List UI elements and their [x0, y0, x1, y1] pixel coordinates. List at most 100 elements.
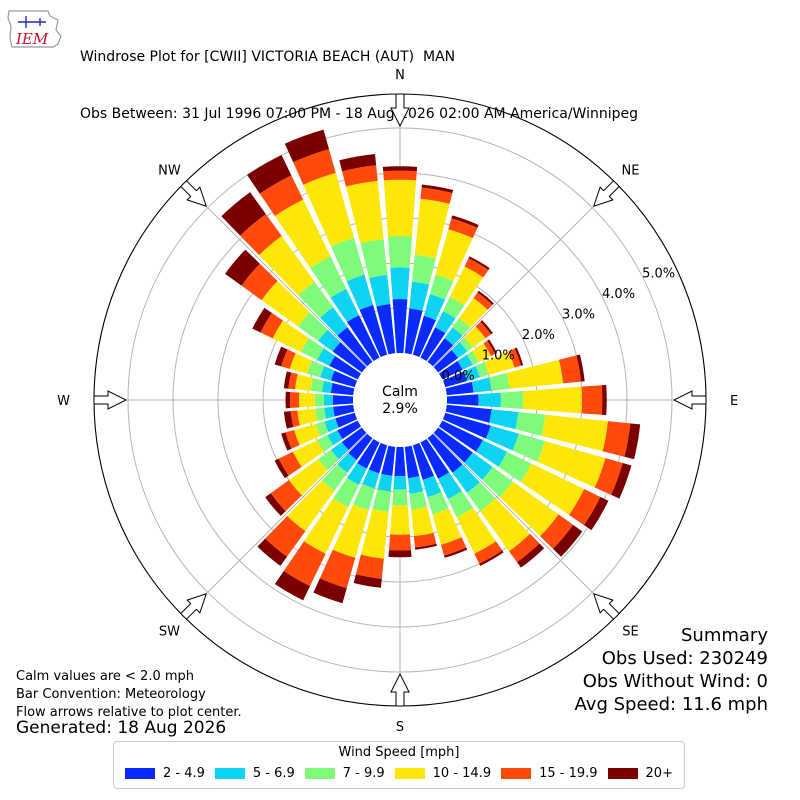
- windrose-bar-segment: [310, 256, 347, 298]
- windrose-bar-segment: [581, 385, 603, 415]
- flow-arrow-icon: [180, 592, 208, 620]
- windrose-bar-segment: [499, 481, 559, 537]
- windrose-bar-segment: [459, 298, 488, 328]
- windrose-bar-segment: [444, 547, 468, 558]
- chart-subtitle: Obs Between: 31 Jul 1996 07:00 PM - 18 A…: [80, 106, 638, 122]
- windrose-bar-segment: [433, 427, 473, 463]
- windrose-bar-segment: [601, 384, 607, 416]
- generated-date: Generated: 18 Aug 2026: [16, 718, 227, 738]
- windrose-bar-segment: [427, 492, 449, 515]
- windrose-bar-segment: [257, 538, 287, 566]
- windrose-bar-segment: [265, 493, 286, 516]
- flow-arrow-icon: [592, 592, 620, 620]
- windrose-bar-segment: [584, 496, 609, 531]
- windrose-bar-segment: [346, 274, 374, 310]
- windrose-bar-segment: [474, 541, 503, 564]
- direction-label-se: SE: [622, 625, 638, 640]
- windrose-bar-segment: [372, 489, 391, 512]
- windrose-bar-segment: [442, 296, 465, 319]
- windrose-bar-segment: [427, 338, 454, 367]
- windrose-bar-segment: [459, 337, 473, 352]
- windrose-bar-segment: [413, 532, 437, 548]
- windrose-bar-segment: [360, 239, 388, 279]
- windrose-bar-segment: [247, 155, 292, 194]
- windrose-bar-segment: [270, 480, 302, 512]
- windrose-bar-segment: [509, 533, 540, 563]
- windrose-bar-segment: [421, 184, 454, 194]
- flow-arrow-icon: [180, 180, 208, 208]
- radial-tick-label: 2.0%: [522, 328, 555, 343]
- windrose-bar-segment: [388, 550, 412, 558]
- direction-label-sw: SW: [159, 625, 180, 640]
- windrose-bar-segment: [444, 327, 463, 346]
- windrose-bar-segment: [466, 350, 479, 365]
- windrose-bar-segment: [359, 304, 388, 358]
- windrose-bar-segment: [487, 339, 498, 355]
- windrose-bar-segment: [420, 187, 453, 204]
- legend-label: 7 - 9.9: [342, 766, 385, 781]
- chart-header: Windrose Plot for [CWII] VICTORIA BEACH …: [80, 10, 638, 143]
- windrose-bar-segment: [304, 498, 349, 554]
- windrose-bar-segment: [260, 312, 283, 339]
- windrose-bar-segment: [390, 267, 410, 300]
- radial-tick-label: 1.0%: [482, 348, 515, 363]
- windrose-bar-segment: [414, 543, 437, 550]
- windrose-bar-segment: [288, 459, 328, 496]
- windrose-bar-segment: [420, 327, 446, 362]
- windrose-bar-segment: [392, 299, 408, 354]
- windrose-bar-segment: [602, 421, 631, 457]
- windrose-bars: [221, 129, 641, 604]
- windrose-bar-segment: [258, 235, 315, 296]
- windrose-bar-segment: [353, 483, 375, 511]
- windrose-bar-segment: [329, 355, 362, 380]
- windrose-bar-segment: [409, 491, 427, 510]
- windrose-bar-segment: [272, 320, 310, 353]
- direction-arrows: [93, 93, 707, 707]
- windrose-bar-segment: [274, 458, 289, 479]
- direction-label-n: N: [395, 68, 405, 83]
- windrose-bar-segment: [420, 438, 450, 479]
- legend-swatch: [501, 768, 532, 779]
- windrose-bar-segment: [412, 254, 436, 285]
- windrose-bar-segment: [479, 550, 504, 566]
- summary-obs-used: Obs Used: 230249: [601, 648, 768, 669]
- legend-item: 7 - 9.9: [304, 766, 385, 781]
- windrose-bar-segment: [423, 294, 446, 321]
- windrose-bar-segment: [472, 343, 491, 362]
- windrose-bar-segment: [433, 349, 459, 373]
- legend-label: 20+: [645, 766, 673, 781]
- windrose-bar-segment: [259, 175, 304, 216]
- legend-swatch: [124, 768, 155, 779]
- windrose-bar-segment: [287, 480, 335, 532]
- windrose-bar-segment: [368, 442, 388, 474]
- flow-arrow-icon: [93, 390, 128, 410]
- grid-spoke: [183, 183, 368, 368]
- windrose-bar-segment: [333, 404, 355, 417]
- windrose-bar-segment: [335, 412, 358, 428]
- windrose-bar-segment: [475, 362, 489, 378]
- windrose-bar-segment: [457, 354, 473, 370]
- windrose-bar-segment: [464, 326, 486, 348]
- windrose-bar-segment: [448, 218, 478, 239]
- direction-label-e: E: [730, 394, 738, 409]
- windrose-bar-segment: [314, 393, 324, 407]
- radial-tick-label: 3.0%: [562, 307, 595, 322]
- legend-swatch: [394, 768, 425, 779]
- windrose-bar-segment: [332, 395, 354, 405]
- radial-tick-label: 4.0%: [602, 287, 635, 302]
- windrose-bar-segment: [411, 506, 434, 537]
- windrose-bar-segment: [315, 407, 327, 421]
- windrose-bar-segment: [347, 315, 380, 362]
- windrose-bar-segment: [500, 390, 524, 410]
- windrose-bar-segment: [393, 476, 407, 490]
- radial-tick-labels: 0.0% 1.0% 2.0% 3.0% 4.0% 5.0%: [442, 267, 676, 384]
- legend-swatch: [214, 768, 245, 779]
- windrose-bar-segment: [321, 464, 348, 492]
- windrose-bar-segment: [520, 463, 585, 515]
- windrose-bar-segment: [288, 372, 298, 390]
- windrose-bar-segment: [480, 498, 531, 552]
- direction-label-w: W: [57, 394, 70, 409]
- windrose-bar-segment: [303, 172, 355, 247]
- windrose-bar-segment: [576, 354, 585, 382]
- windrose-bar-segment: [473, 292, 493, 310]
